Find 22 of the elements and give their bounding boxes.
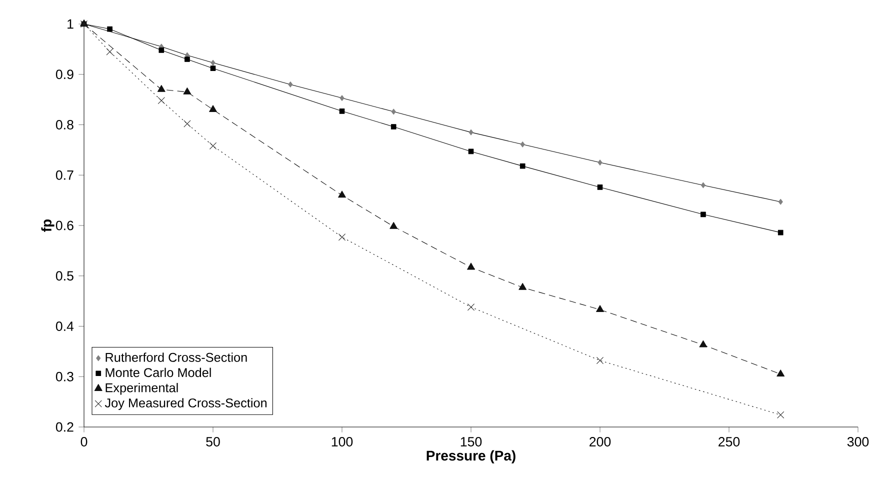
y-tick-label: 1 (68, 19, 74, 29)
y-tick-label: 0.2 (56, 422, 74, 432)
x-tick-label: 50 (206, 437, 220, 446)
x-tick-label: 100 (332, 437, 353, 446)
y-axis-title: fp (41, 219, 54, 232)
y-tick-label: 0.7 (56, 170, 74, 180)
y-tick-label: 0.9 (56, 70, 74, 80)
x-tick-label: 250 (718, 437, 740, 446)
x-tick-label: 0 (80, 437, 88, 446)
y-tick-label: 0.6 (56, 220, 74, 230)
x-tick-label: 300 (847, 437, 869, 446)
x-axis-title: Pressure (Pa) (426, 450, 516, 464)
legend-label: Experimental (106, 382, 178, 395)
legend-label: Monte Carlo Model (106, 368, 211, 378)
legend-label: Joy Measured Cross-Section (104, 398, 267, 410)
y-tick-label: 0.3 (56, 372, 74, 382)
y-tick-label: 0.4 (56, 322, 74, 331)
y-tick-label: 0.5 (56, 271, 74, 281)
x-tick-label: 150 (460, 437, 482, 446)
y-tick-label: 0.8 (56, 120, 74, 130)
x-tick-label: 200 (590, 437, 611, 446)
legend-label: Rutherford Cross-Section (106, 352, 247, 362)
